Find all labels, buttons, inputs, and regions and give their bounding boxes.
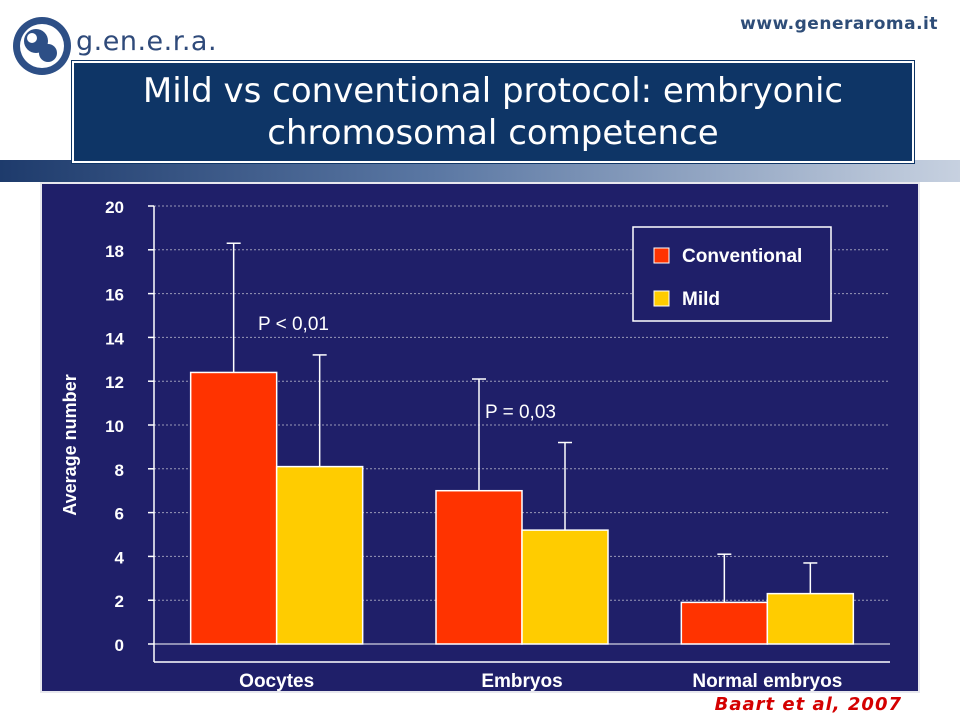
- genera-logo-icon: [13, 17, 71, 75]
- legend: Conventional Mild: [632, 226, 832, 322]
- bar-mild-normal-embryos: [766, 592, 855, 645]
- y-tick-label: 4: [115, 548, 125, 567]
- y-axis-label: Average number: [60, 374, 80, 515]
- legend-box: [632, 226, 832, 322]
- bar-conventional-oocytes: [189, 371, 278, 645]
- y-tick-label: 0: [115, 636, 124, 655]
- x-tick-label: Embryos: [481, 671, 562, 691]
- bar-conventional-normal-embryos: [680, 601, 769, 645]
- chart-panel: 0 2 4 6 8 10 12 14 16 18 20 Average number Oocytes Em…: [40, 182, 920, 693]
- x-tick-label: Normal embryos: [692, 671, 842, 691]
- bar-chart: 0 2 4 6 8 10 12 14 16 18 20 Average number Oocytes Em…: [60, 198, 890, 691]
- x-tick-label: Oocytes: [239, 671, 314, 691]
- y-tick-label: 18: [105, 242, 124, 261]
- y-tick-label: 10: [105, 417, 124, 436]
- title-band: [0, 160, 960, 182]
- genera-logo: [10, 14, 240, 78]
- p-value-annotation: P < 0,01: [258, 314, 329, 335]
- bar-conventional-embryos: [435, 489, 523, 645]
- y-tick-label: 6: [115, 505, 124, 524]
- p-value-annotation: P = 0,03: [485, 402, 556, 423]
- website-url[interactable]: www.generaroma.it: [740, 14, 938, 34]
- legend-label-mild: Mild: [682, 289, 720, 310]
- y-tick-label: 2: [115, 592, 124, 611]
- y-tick-label: 14: [105, 329, 124, 348]
- logo-text: g.en.e.r.a.: [76, 26, 218, 57]
- legend-label-conventional: Conventional: [682, 246, 802, 267]
- bar-mild-oocytes: [275, 465, 364, 645]
- y-tick-label: 8: [115, 461, 124, 480]
- legend-swatch-mild: [653, 290, 670, 307]
- legend-swatch-conventional: [653, 247, 670, 264]
- slide-title: Mild vs conventional protocol: embryonic…: [72, 61, 914, 163]
- y-tick-label: 20: [105, 198, 124, 217]
- y-tick-label: 16: [105, 286, 124, 305]
- bar-mild-embryos: [521, 529, 609, 645]
- source-citation: Baart et al, 2007: [714, 694, 902, 715]
- y-tick-label: 12: [105, 373, 124, 392]
